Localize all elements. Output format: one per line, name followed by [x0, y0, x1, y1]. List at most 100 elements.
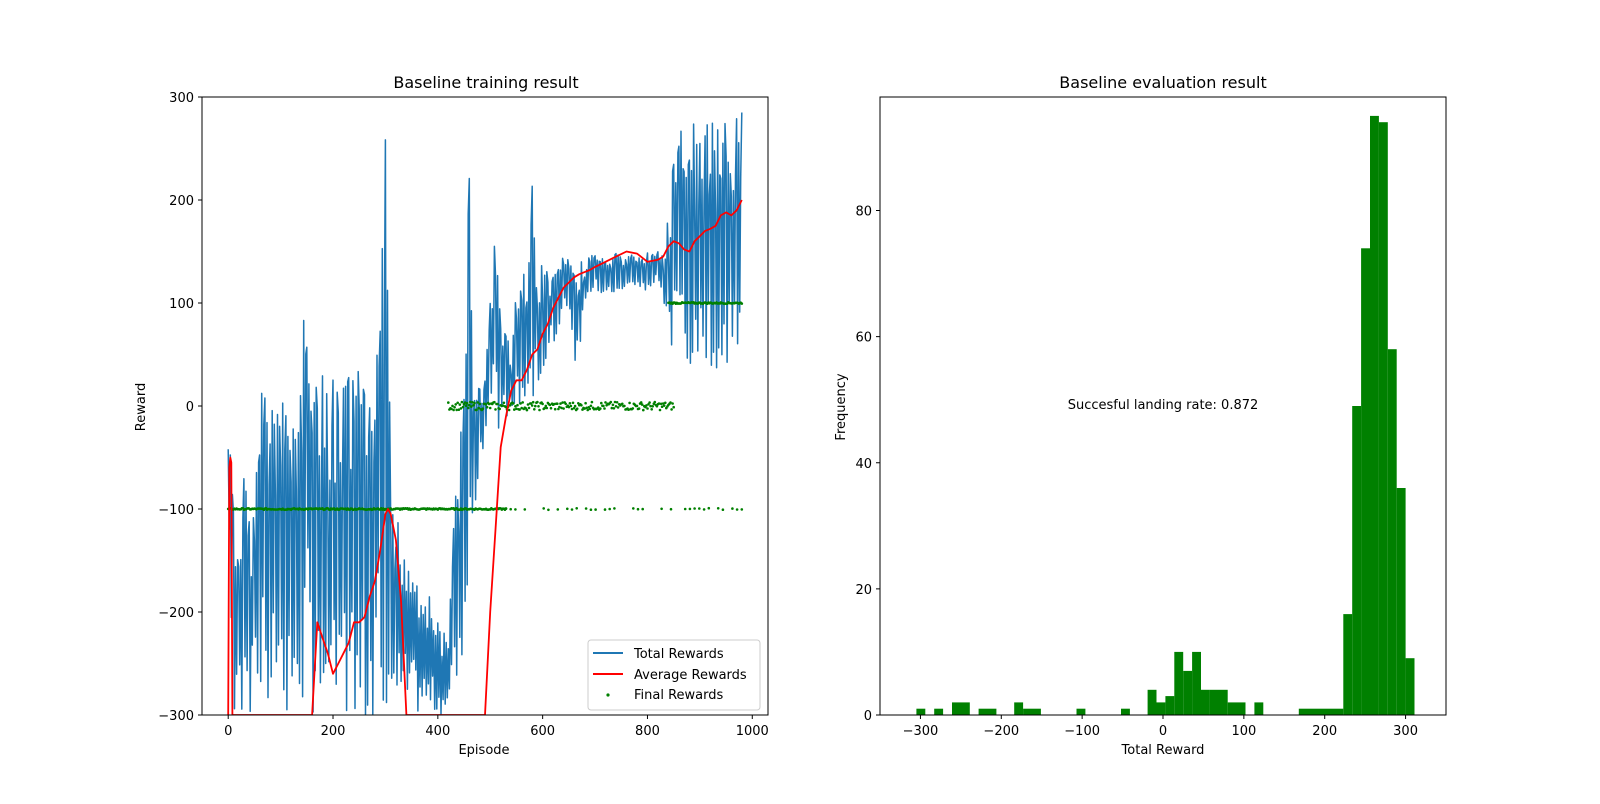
- final-reward-point: [661, 402, 665, 405]
- evaluation-x-ticks: −300 −200 −100 0 100 200 300: [903, 715, 1418, 739]
- final-reward-point: [683, 507, 687, 511]
- y-tick-label: 80: [855, 205, 872, 220]
- final-reward-point: [454, 403, 458, 406]
- histogram-bar: [1174, 651, 1184, 715]
- final-reward-point: [447, 401, 450, 404]
- final-reward-point: [529, 402, 533, 405]
- training-y-label: Reward: [134, 383, 149, 431]
- final-reward-point: [611, 403, 615, 407]
- histogram-bar: [1254, 702, 1264, 715]
- final-reward-point: [509, 507, 512, 511]
- histogram-bar: [1076, 708, 1086, 715]
- final-reward-point: [559, 402, 562, 405]
- final-reward-point: [498, 407, 502, 411]
- final-reward-point: [463, 401, 467, 404]
- y-tick-label: 60: [855, 331, 872, 346]
- final-reward-point: [653, 400, 657, 404]
- final-reward-point: [698, 507, 701, 510]
- final-reward-point: [568, 402, 572, 405]
- final-reward-point: [655, 404, 659, 408]
- final-reward-point: [458, 403, 462, 406]
- final-reward-point: [672, 405, 675, 409]
- final-reward-point: [561, 401, 564, 404]
- final-reward-point: [570, 508, 574, 511]
- histogram-bar: [1298, 708, 1344, 715]
- evaluation-x-label: Total Reward: [1121, 743, 1205, 758]
- final-reward-point: [573, 404, 577, 408]
- final-reward-point: [586, 408, 589, 412]
- final-reward-point: [544, 404, 548, 408]
- final-reward-point: [575, 507, 578, 510]
- final-reward-point: [609, 400, 613, 404]
- final-reward-point: [473, 401, 476, 405]
- x-tick-label: 300: [1393, 724, 1418, 739]
- histogram-bar: [1121, 708, 1130, 715]
- final-reward-point: [502, 401, 506, 405]
- final-reward-point: [702, 508, 706, 511]
- x-tick-label: 200: [1312, 724, 1337, 739]
- y-tick-label: −300: [158, 709, 194, 724]
- histogram-bar: [1192, 651, 1201, 715]
- final-reward-point: [477, 406, 481, 410]
- training-chart: Baseline training result 0 200 400 600 800 10…: [134, 73, 769, 758]
- final-reward-point: [556, 508, 560, 511]
- final-reward-point: [553, 407, 557, 411]
- final-reward-point: [457, 408, 461, 412]
- final-reward-point: [465, 401, 469, 405]
- final-reward-point: [556, 402, 559, 406]
- final-reward-point: [670, 408, 673, 411]
- final-reward-point: [660, 405, 664, 409]
- legend-box: [587, 639, 761, 711]
- final-reward-point: [521, 401, 524, 404]
- final-reward-point: [518, 408, 521, 411]
- histogram-bar: [1227, 702, 1246, 715]
- histogram-bar: [1352, 406, 1362, 715]
- final-reward-point: [493, 400, 496, 404]
- histogram-bar: [1405, 658, 1415, 715]
- final-reward-point: [488, 406, 492, 410]
- final-reward-point: [514, 508, 517, 511]
- final-reward-point: [627, 408, 630, 412]
- final-reward-point: [632, 507, 635, 510]
- final-reward-point: [589, 508, 593, 512]
- final-reward-point: [520, 406, 523, 410]
- final-reward-point: [455, 408, 459, 412]
- histogram-bar: [1147, 689, 1157, 715]
- histogram-bar: [1183, 670, 1193, 715]
- final-reward-point: [507, 408, 511, 412]
- y-tick-label: 40: [855, 457, 872, 472]
- final-reward-point: [583, 407, 586, 410]
- series-total-rewards-line: [227, 112, 743, 715]
- legend-label-average: Average Rewards: [634, 668, 747, 683]
- final-reward-point: [560, 406, 563, 410]
- final-reward-point: [527, 406, 531, 410]
- final-reward-point: [472, 404, 475, 407]
- training-y-ticks: −300 −200 −100 0 100 200 300: [158, 91, 202, 724]
- histogram-bar: [1023, 708, 1041, 715]
- final-reward-point: [514, 405, 517, 408]
- final-reward-point: [456, 401, 460, 405]
- final-reward-point: [669, 507, 673, 511]
- histogram-bar: [1014, 702, 1024, 715]
- y-tick-label: 200: [169, 194, 194, 209]
- final-reward-point: [740, 302, 744, 305]
- final-reward-point: [585, 406, 588, 410]
- final-reward-point: [610, 406, 614, 410]
- histogram-bar: [1361, 248, 1370, 716]
- final-reward-point: [487, 402, 491, 406]
- final-reward-point: [639, 401, 643, 404]
- final-reward-point: [485, 405, 489, 409]
- final-reward-point: [645, 404, 648, 407]
- x-tick-label: 200: [321, 724, 346, 739]
- histogram-bar: [978, 708, 997, 715]
- final-reward-point: [637, 407, 641, 410]
- final-reward-point: [533, 408, 536, 411]
- final-reward-point: [557, 407, 560, 411]
- final-reward-point: [459, 407, 463, 410]
- final-reward-point: [558, 405, 561, 409]
- legend-label-total: Total Rewards: [633, 647, 724, 662]
- final-reward-point: [649, 404, 652, 408]
- series-average-rewards-line: [227, 199, 743, 715]
- final-reward-point: [478, 402, 482, 406]
